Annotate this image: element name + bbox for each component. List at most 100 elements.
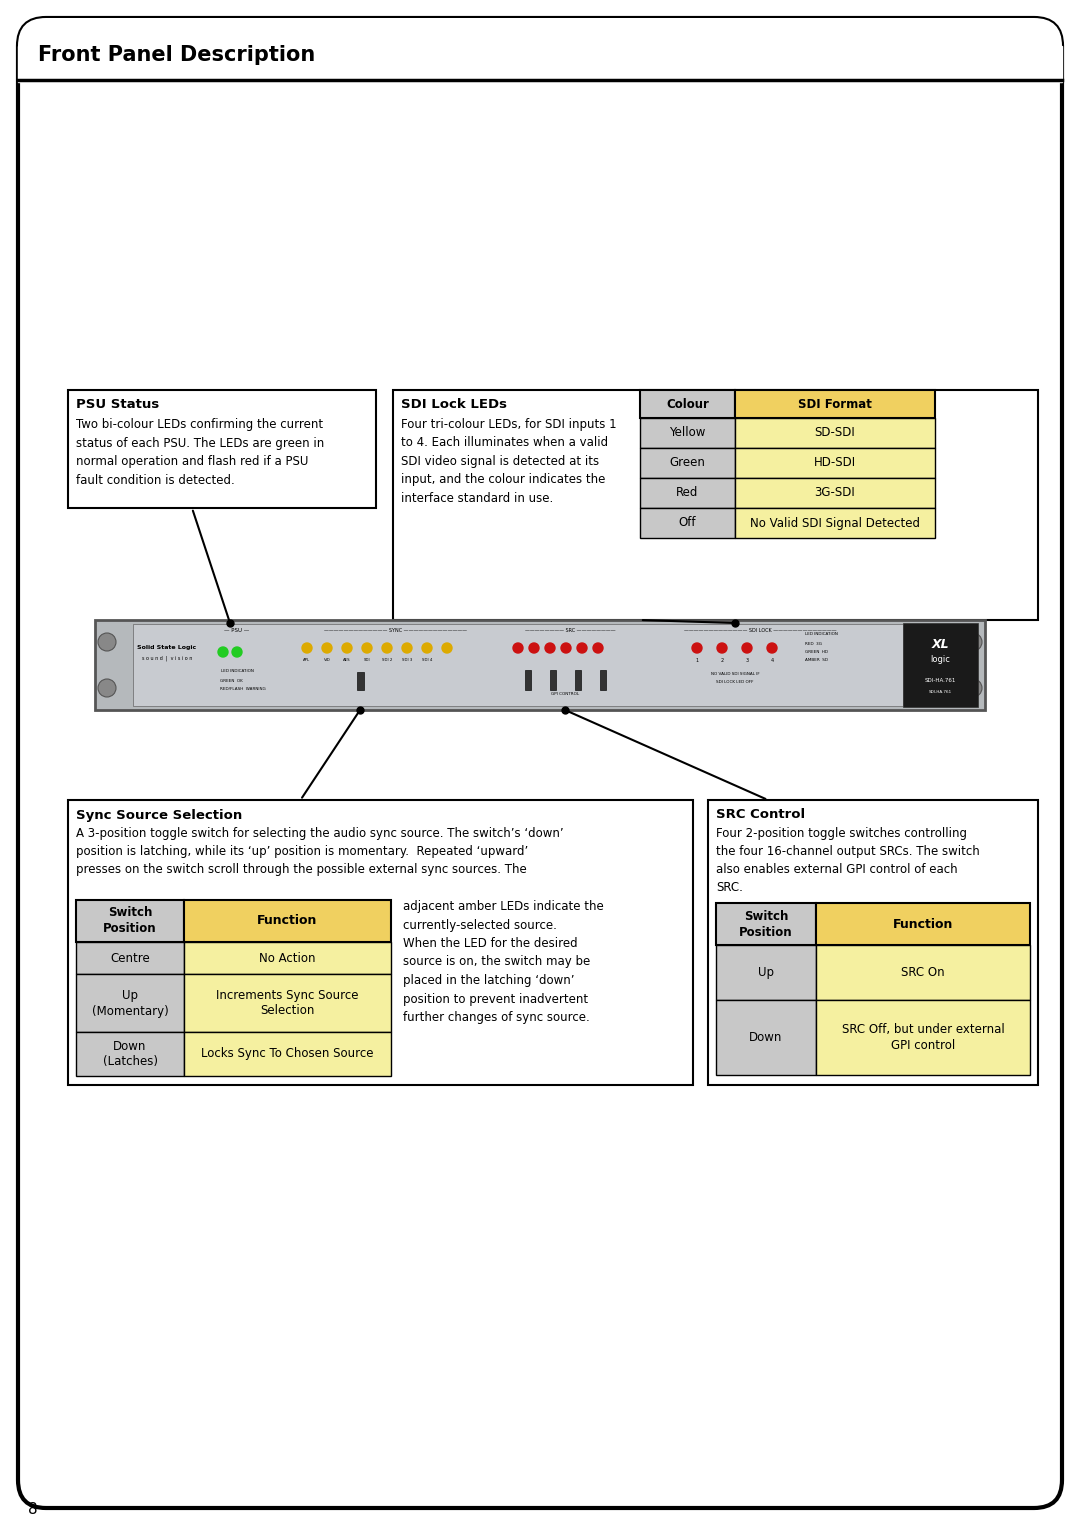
Bar <box>76 942 184 974</box>
Bar <box>184 974 391 1032</box>
Circle shape <box>218 647 228 657</box>
Text: APL: APL <box>303 658 311 663</box>
Text: Front Panel Description: Front Panel Description <box>38 44 315 66</box>
Bar <box>550 670 556 690</box>
Text: Down: Down <box>750 1031 783 1044</box>
Circle shape <box>442 643 453 654</box>
Text: SDI: SDI <box>364 658 370 663</box>
Circle shape <box>742 643 752 654</box>
Text: GPI CONTROL: GPI CONTROL <box>551 692 579 696</box>
Bar <box>640 478 735 508</box>
Text: 2: 2 <box>720 658 724 663</box>
Bar <box>184 942 391 974</box>
Text: AES: AES <box>343 658 351 663</box>
Text: RED  3G: RED 3G <box>805 641 822 646</box>
Bar <box>575 670 581 690</box>
Circle shape <box>513 643 523 654</box>
Text: 1: 1 <box>696 658 699 663</box>
Bar <box>716 902 816 945</box>
Bar <box>640 447 735 478</box>
Text: Red: Red <box>676 487 699 499</box>
Text: 3: 3 <box>745 658 748 663</box>
Text: RED/FLASH  WARNING: RED/FLASH WARNING <box>220 687 266 692</box>
Circle shape <box>545 643 555 654</box>
FancyBboxPatch shape <box>18 18 1062 79</box>
Text: VID: VID <box>324 658 330 663</box>
Bar <box>640 389 735 418</box>
Text: SRC On: SRC On <box>901 967 945 979</box>
Text: SRC Control: SRC Control <box>716 808 805 822</box>
Text: SDI Format: SDI Format <box>798 397 872 411</box>
Text: SDI Lock LEDs: SDI Lock LEDs <box>401 399 507 411</box>
Circle shape <box>302 643 312 654</box>
Text: No Action: No Action <box>259 951 315 965</box>
Text: 3G-SDI: 3G-SDI <box>814 487 855 499</box>
Text: Switch
Position: Switch Position <box>739 910 793 939</box>
Bar <box>357 672 364 690</box>
Circle shape <box>232 647 242 657</box>
Bar <box>640 508 735 538</box>
Bar <box>95 620 985 710</box>
Circle shape <box>561 643 571 654</box>
Text: Up
(Momentary): Up (Momentary) <box>92 988 168 1017</box>
Bar <box>68 389 376 508</box>
Text: — PSU —: — PSU — <box>225 628 249 634</box>
Bar <box>716 1000 816 1075</box>
Text: Increments Sync Source
Selection: Increments Sync Source Selection <box>216 988 359 1017</box>
Bar <box>393 389 1038 620</box>
Text: 4: 4 <box>770 658 773 663</box>
Bar <box>903 623 978 707</box>
Bar <box>816 1000 1030 1075</box>
Text: Switch
Position: Switch Position <box>104 907 157 936</box>
Text: Up: Up <box>758 967 774 979</box>
Bar <box>68 800 693 1086</box>
Text: Centre: Centre <box>110 951 150 965</box>
Bar <box>133 625 903 705</box>
Text: GREEN  HD: GREEN HD <box>805 651 828 654</box>
Text: s o u n d  |  v i s i o n: s o u n d | v i s i o n <box>141 655 192 661</box>
Text: A 3-position toggle switch for selecting the audio sync source. The switch’s ‘do: A 3-position toggle switch for selecting… <box>76 828 564 876</box>
Text: Function: Function <box>893 918 954 930</box>
Text: Four tri-colour LEDs, for SDI inputs 1
to 4. Each illuminates when a valid
SDI v: Four tri-colour LEDs, for SDI inputs 1 t… <box>401 418 617 505</box>
Bar <box>735 418 935 447</box>
Text: Function: Function <box>257 915 318 927</box>
Circle shape <box>322 643 332 654</box>
Text: SDI 3: SDI 3 <box>402 658 413 663</box>
Text: SDI LOCK LED OFF: SDI LOCK LED OFF <box>716 680 754 684</box>
Circle shape <box>98 680 116 696</box>
Text: GREEN  OK: GREEN OK <box>220 680 243 683</box>
Text: Down
(Latches): Down (Latches) <box>103 1040 158 1069</box>
Circle shape <box>362 643 372 654</box>
Text: ———————— SRC ————————: ———————— SRC ———————— <box>525 628 616 634</box>
Bar <box>18 46 1062 82</box>
Text: logic: logic <box>930 655 950 664</box>
Circle shape <box>382 643 392 654</box>
Text: ————————————— SDI LOCK —————————————: ————————————— SDI LOCK ————————————— <box>684 628 836 634</box>
Bar <box>76 1032 184 1077</box>
Circle shape <box>717 643 727 654</box>
Bar <box>708 800 1038 1086</box>
Circle shape <box>98 634 116 651</box>
Text: PSU Status: PSU Status <box>76 399 159 411</box>
Bar <box>735 447 935 478</box>
Circle shape <box>593 643 603 654</box>
Text: adjacent amber LEDs indicate the
currently-selected source.
When the LED for the: adjacent amber LEDs indicate the current… <box>403 899 604 1025</box>
Text: Two bi-colour LEDs confirming the current
status of each PSU. The LEDs are green: Two bi-colour LEDs confirming the curren… <box>76 418 324 487</box>
Text: Four 2-position toggle switches controlling
the four 16-channel output SRCs. The: Four 2-position toggle switches controll… <box>716 828 980 893</box>
Circle shape <box>767 643 777 654</box>
Text: XL: XL <box>931 638 949 652</box>
Text: Green: Green <box>670 457 705 469</box>
Text: HD-SDI: HD-SDI <box>814 457 856 469</box>
Text: Yellow: Yellow <box>670 426 705 440</box>
Text: Solid State Logic: Solid State Logic <box>137 646 197 651</box>
Bar <box>76 974 184 1032</box>
Circle shape <box>964 634 982 651</box>
Bar <box>525 670 531 690</box>
Bar <box>716 945 816 1000</box>
Text: Off: Off <box>678 516 697 530</box>
Bar <box>816 902 1030 945</box>
Circle shape <box>964 680 982 696</box>
Text: ————————————— SYNC —————————————: ————————————— SYNC ————————————— <box>324 628 467 634</box>
Bar <box>640 418 735 447</box>
Bar <box>816 945 1030 1000</box>
